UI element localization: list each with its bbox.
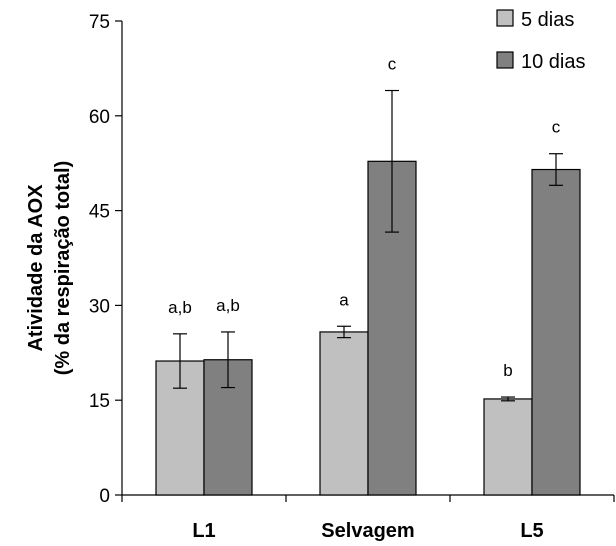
bar	[319, 331, 369, 496]
significance-label: a	[339, 290, 349, 309]
y-tick-label: 0	[99, 486, 110, 507]
axes: 0 15 30 45 60 75 L1 Selvagem L5	[89, 12, 615, 542]
significance-label: c	[552, 118, 561, 137]
x-category-label: L1	[192, 520, 215, 542]
legend-label: 10 dias	[521, 51, 586, 73]
legend-swatch	[496, 9, 514, 27]
significance-label: c	[388, 55, 397, 74]
bar	[483, 398, 533, 496]
significance-label: b	[503, 361, 512, 380]
y-tick-label: 45	[89, 202, 110, 223]
significance-label: a,b	[168, 298, 192, 317]
x-category-label: Selvagem	[321, 520, 414, 542]
legend: 5 dias 10 dias	[496, 9, 586, 73]
x-category-label: L5	[520, 520, 543, 542]
legend-swatch	[496, 51, 514, 69]
y-axis-label-line: (% da respiração total)	[52, 161, 74, 376]
bar	[203, 359, 253, 496]
legend-label: 5 dias	[521, 9, 574, 31]
significance-label: a,b	[216, 296, 240, 315]
bars: a,b a,b a c b c	[155, 55, 581, 496]
bar	[531, 168, 581, 496]
y-axis-label: Atividade da AOX (% da respiração total)	[25, 161, 74, 376]
y-axis-label-line: Atividade da AOX	[25, 184, 47, 352]
y-tick-label: 75	[89, 12, 110, 33]
y-tick-label: 30	[89, 296, 110, 317]
y-tick-label: 60	[89, 107, 110, 128]
y-tick-label: 15	[89, 391, 110, 412]
